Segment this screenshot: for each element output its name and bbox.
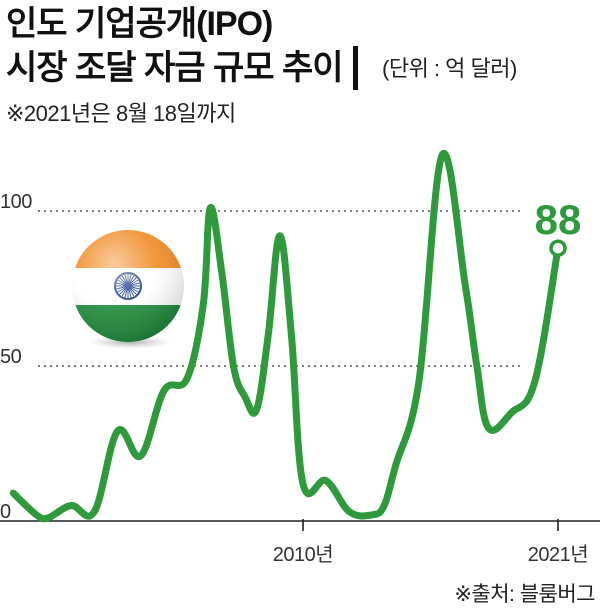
unit-label: (단위 : 억 달러)	[382, 56, 517, 81]
date-note: ※2021년은 8월 18일까지	[6, 101, 236, 126]
india-flag-icon	[72, 230, 184, 349]
y-tick-label-0: 0	[0, 501, 11, 523]
y-tick-label-50: 50	[0, 346, 22, 368]
end-point-marker	[549, 239, 567, 257]
x-tick-label-2010: 2010년	[273, 543, 333, 566]
series-line	[9, 149, 562, 523]
y-tick-label-100: 100	[0, 191, 32, 213]
title-line-2: 시장 조달 자금 규모 추이	[6, 46, 358, 90]
source-note: ※출처: 블룸버그	[454, 583, 595, 606]
chart-title: 인도 기업공개(IPO) 시장 조달 자금 규모 추이	[6, 2, 358, 90]
end-value-label: 88	[535, 196, 582, 243]
title-line-1: 인도 기업공개(IPO)	[6, 5, 273, 43]
x-tick-label-2021: 2021년	[528, 543, 588, 566]
